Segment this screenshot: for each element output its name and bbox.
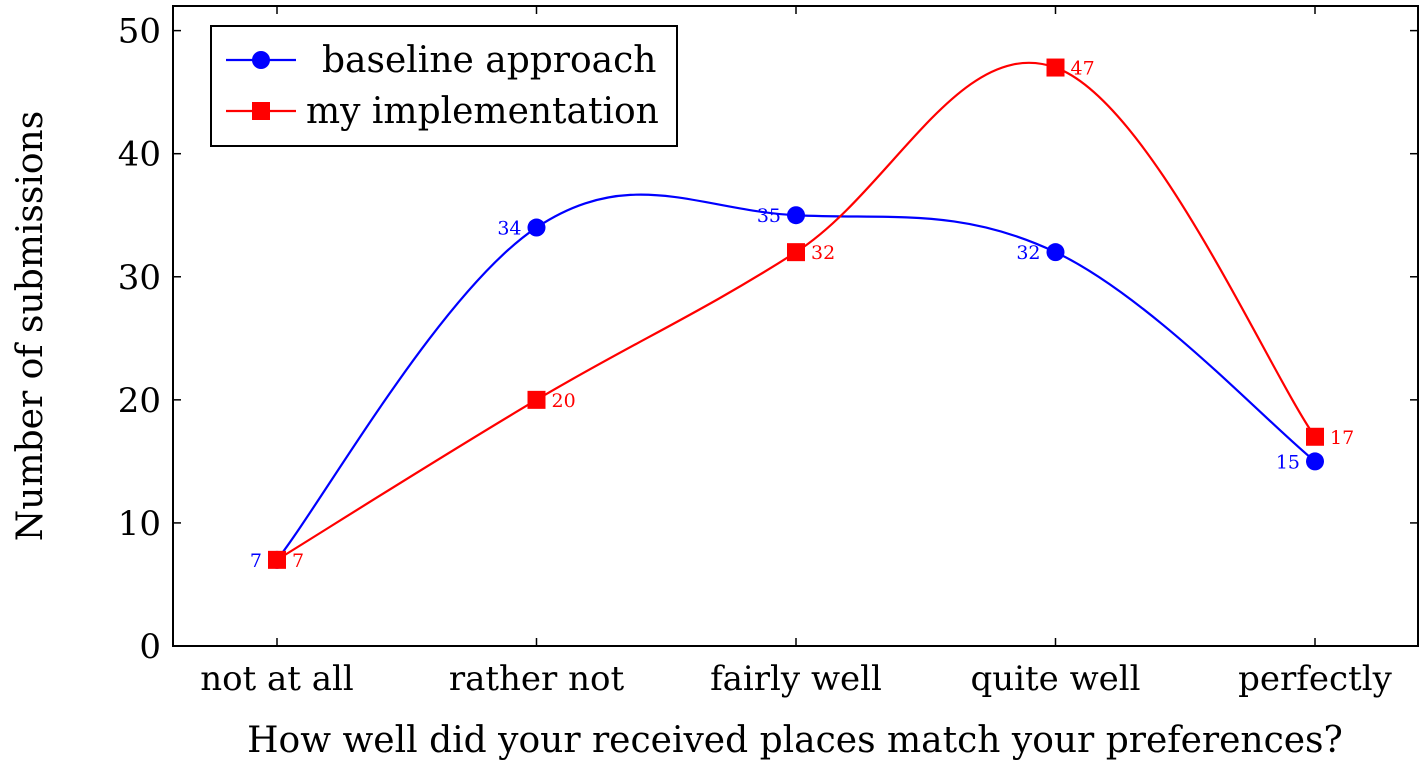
- legend-entry: my implementation: [226, 91, 659, 132]
- data-point-marker: [268, 550, 286, 569]
- data-label: 32: [811, 242, 835, 264]
- series-markers: 7 20 32 47 17: [268, 58, 1354, 572]
- y-tick-label: 20: [118, 381, 161, 421]
- x-tick-label: not at all: [200, 659, 354, 699]
- data-label: 7: [292, 550, 304, 572]
- data-label: 20: [552, 390, 576, 412]
- legend-entry: baseline approach: [226, 40, 657, 81]
- x-tick-label: perfectly: [1238, 659, 1392, 699]
- series-line: [276, 61, 1316, 561]
- series-markers: 7 34 35 32 15: [250, 205, 1324, 572]
- legend: baseline approach my implementation: [210, 25, 678, 147]
- data-point-marker: [1306, 452, 1324, 471]
- x-tick-label: quite well: [970, 659, 1140, 699]
- series-my-implementation: [276, 61, 1316, 561]
- data-point-marker: [527, 218, 546, 237]
- data-point-marker: [1306, 427, 1324, 446]
- legend-marker: [252, 102, 270, 120]
- data-point-marker: [527, 390, 546, 409]
- data-point-marker: [787, 206, 805, 225]
- data-point-marker: [787, 243, 805, 262]
- data-point-marker: [1046, 243, 1065, 262]
- x-tick-label: rather not: [449, 659, 625, 699]
- y-tick-label: 10: [118, 504, 161, 544]
- x-axis-title: How well did your received places match …: [247, 720, 1343, 761]
- data-label: 32: [1016, 242, 1040, 264]
- y-tick-label: 50: [118, 12, 161, 52]
- y-axis-title: Number of submissions: [10, 111, 51, 541]
- data-point-marker: [1046, 58, 1065, 77]
- data-label: 17: [1330, 427, 1354, 449]
- legend-box: [210, 25, 678, 147]
- legend-marker: [252, 51, 270, 69]
- data-label: 15: [1276, 451, 1300, 473]
- legend-label: my implementation: [306, 91, 659, 132]
- data-label: 7: [250, 550, 262, 572]
- data-label: 47: [1071, 58, 1095, 80]
- legend-label: baseline approach: [322, 40, 657, 81]
- series-layer: 7 34 35 32 15 7 20 32 47 17: [250, 58, 1354, 572]
- y-tick-label: 40: [118, 135, 161, 175]
- x-tick-label: fairly well: [710, 659, 882, 699]
- axis-ticks: 0 10 20 30 40 50 not at all rather not fairly we…: [118, 6, 1418, 699]
- data-label: 35: [757, 205, 781, 227]
- data-label: 34: [497, 218, 521, 240]
- y-tick-label: 30: [118, 258, 161, 298]
- y-tick-label: 0: [139, 627, 161, 667]
